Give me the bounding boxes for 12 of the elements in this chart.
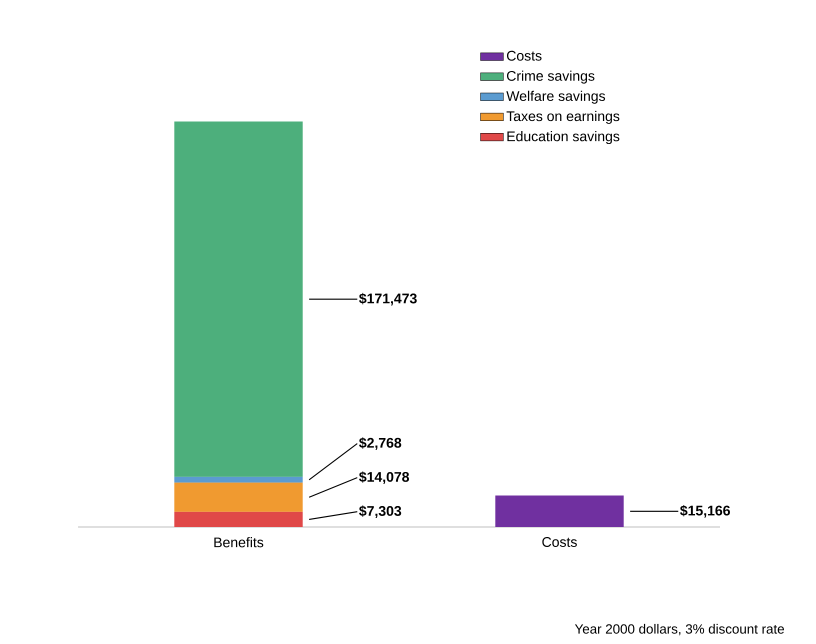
legend-label: Crime savings: [506, 70, 594, 84]
data-label: $171,473: [359, 292, 417, 306]
legend-label: Costs: [506, 50, 542, 61]
legend-label: Welfare savings: [506, 90, 606, 104]
data-label: $7,303: [359, 505, 402, 518]
legend-label: Education savings: [507, 131, 620, 144]
data-label: $14,078: [359, 471, 410, 484]
text: Year 2000 dollars, 3% discount rate: [574, 624, 784, 636]
x-tick-label: Benefits: [214, 537, 264, 548]
legend-label: Taxes on earnings: [506, 110, 620, 124]
data-label: $15,166: [680, 504, 730, 518]
data-label: $2,768: [359, 437, 402, 450]
